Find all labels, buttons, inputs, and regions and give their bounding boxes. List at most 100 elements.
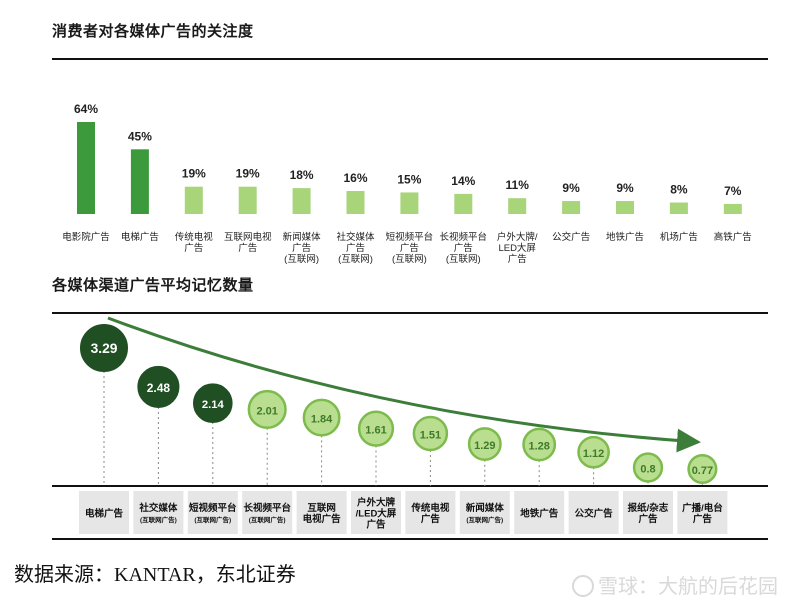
bar-category-label: 电影院广告 [62, 231, 110, 243]
bubble-category-label: 广告 [366, 519, 386, 531]
bar-value-label: 19% [182, 167, 206, 181]
bar-category-label: 高铁广告 [714, 231, 752, 243]
bubble-0 [80, 324, 128, 372]
bubble-category-label: (互联网广告) [466, 515, 503, 524]
bar-8 [508, 198, 527, 214]
bubble-category-label: 公交广告 [575, 508, 614, 520]
bar-value-label: 45% [128, 129, 152, 143]
bubble-value-label: 2.14 [202, 399, 225, 411]
bubble-category-label: (互联网广告) [194, 515, 231, 524]
bubble-6 [412, 415, 449, 452]
bubble-category-label: 社交媒体 [138, 502, 178, 514]
bar-category-label: 互联网电视 [224, 231, 272, 243]
trend-arrow [107, 316, 701, 453]
bubble-value-label: 1.29 [474, 440, 495, 452]
bar-category-label: 户外大牌/ [497, 231, 538, 243]
category-cell [514, 491, 565, 534]
bar-9 [562, 201, 581, 214]
bubble-10 [632, 452, 664, 483]
bar-4 [292, 188, 311, 214]
bubble-value-label: 3.29 [91, 341, 118, 356]
bar-value-label: 64% [74, 102, 98, 116]
bar-value-label: 14% [451, 174, 475, 188]
data-source: 数据来源：KANTAR，东北证券 [14, 564, 296, 586]
bubble-category-label: 长视频平台 [243, 502, 291, 514]
category-cell [296, 491, 347, 534]
bubble-11 [687, 453, 718, 485]
bar-category-label: 社交媒体 [336, 231, 375, 243]
bar-5 [346, 191, 365, 214]
bar-value-label: 8% [670, 183, 688, 197]
bar-6 [400, 192, 419, 214]
category-cell [677, 491, 728, 534]
bar-value-label: 9% [562, 181, 580, 195]
category-cell [242, 491, 293, 534]
bubble-category-label: /LED大屏 [356, 508, 397, 520]
bubble-category-label: 传统电视 [410, 502, 450, 514]
bubble-category-label: (互联网广告) [249, 515, 286, 524]
bubble-7 [467, 427, 502, 461]
bar-category-label: LED大屏 [498, 242, 535, 254]
bubble-value-label: 1.51 [420, 429, 441, 441]
chart-2-rule [52, 312, 768, 314]
bubble-value-label: 0.77 [692, 465, 713, 477]
bar-12 [723, 203, 742, 214]
bar-category-label: (互联网) [338, 254, 373, 265]
category-cell [459, 491, 510, 534]
bar-category-label: 传统电视 [175, 231, 214, 243]
bar-category-label: 广告 [292, 242, 311, 254]
bubble-category-label: 广告 [421, 513, 441, 525]
bubble-category-label: 电梯广告 [85, 508, 124, 520]
watermark: 雪球：大航的后花园 [572, 570, 778, 599]
bar-11 [669, 202, 688, 214]
bubble-3 [247, 389, 287, 430]
bubble-1 [137, 365, 180, 408]
bubble-category-label: 地铁广告 [520, 508, 559, 520]
bubble-value-label: 1.84 [311, 414, 333, 426]
snowball-icon [572, 575, 594, 597]
category-cell [623, 491, 673, 534]
bar-category-label: (互联网) [392, 254, 427, 265]
bubble-category-label: 新闻媒体 [466, 502, 505, 514]
bubble-category-label: 广告 [638, 513, 658, 525]
bar-category-label: (互联网) [284, 254, 319, 265]
category-cell [405, 491, 456, 534]
bar-category-label: 广告 [238, 242, 257, 254]
chart-2-title: 各媒体渠道广告平均记忆数量 [52, 277, 254, 294]
bar-category-label: 机场广告 [660, 231, 698, 243]
bubble-2 [192, 383, 233, 424]
bubble-8 [522, 427, 557, 462]
bar-value-label: 19% [236, 167, 260, 181]
bar-category-label: 地铁广告 [606, 231, 644, 243]
chart-1-rule [52, 58, 768, 60]
watermark-text: 雪球：大航的后花园 [598, 574, 778, 598]
bar-category-label: 广告 [184, 242, 203, 254]
bubble-4 [302, 398, 341, 437]
bar-category-label: 新闻媒体 [283, 231, 322, 243]
bar-value-label: 18% [290, 168, 314, 182]
category-cell [133, 491, 184, 534]
bubble-value-label: 2.48 [147, 381, 171, 395]
bubble-5 [357, 410, 395, 447]
bubble-value-label: 1.28 [528, 441, 549, 453]
bar-category-label: 广告 [346, 242, 365, 254]
bar-category-label: 短视频平台 [386, 231, 434, 243]
bubble-value-label: 0.8 [640, 464, 655, 476]
bar-value-label: 9% [616, 181, 634, 195]
bar-category-label: 广告 [454, 242, 473, 254]
category-cell [351, 491, 401, 534]
bar-7 [454, 193, 473, 214]
category-cell [187, 491, 238, 534]
bar-10 [616, 201, 634, 214]
bar-category-label: 公交广告 [552, 231, 590, 243]
bar-value-label: 11% [506, 178, 530, 192]
bar-value-label: 15% [397, 172, 421, 186]
bar-2 [184, 186, 203, 214]
bar-category-label: 广告 [508, 253, 527, 265]
bubble-category-label: 户外大牌 [356, 497, 396, 509]
bubble-category-label: 报纸/杂志 [628, 502, 669, 514]
bubble-category-label: (互联网广告) [140, 515, 177, 524]
category-cell [79, 491, 129, 534]
bar-value-label: 7% [724, 184, 742, 198]
